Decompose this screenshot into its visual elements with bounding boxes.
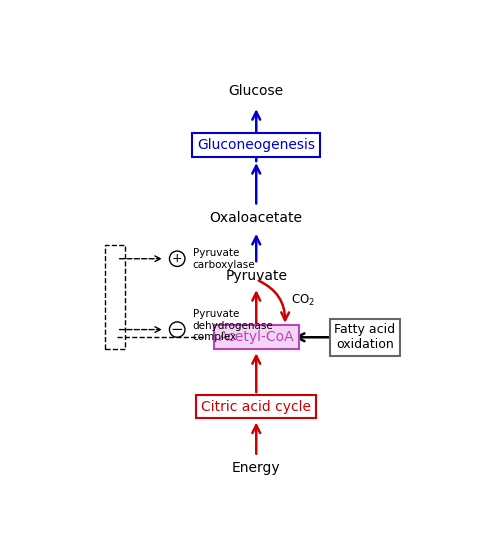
Text: −: − xyxy=(171,322,183,337)
Text: Pyruvate
carboxylase: Pyruvate carboxylase xyxy=(192,248,256,269)
Text: Energy: Energy xyxy=(232,461,280,475)
Text: Pyruvate
dehydrogenase
complex: Pyruvate dehydrogenase complex xyxy=(192,309,274,342)
Text: +: + xyxy=(172,252,182,266)
Text: Citric acid cycle: Citric acid cycle xyxy=(201,400,311,413)
Text: Glucose: Glucose xyxy=(228,84,284,98)
Text: Pyruvate: Pyruvate xyxy=(225,269,287,283)
Text: Oxaloacetate: Oxaloacetate xyxy=(210,211,303,225)
Bar xyxy=(105,245,124,349)
Text: Fatty acid
oxidation: Fatty acid oxidation xyxy=(334,323,396,351)
Text: Acetyl-CoA: Acetyl-CoA xyxy=(218,330,294,344)
Text: Gluconeogenesis: Gluconeogenesis xyxy=(197,138,316,152)
Text: CO$_2$: CO$_2$ xyxy=(291,293,315,308)
